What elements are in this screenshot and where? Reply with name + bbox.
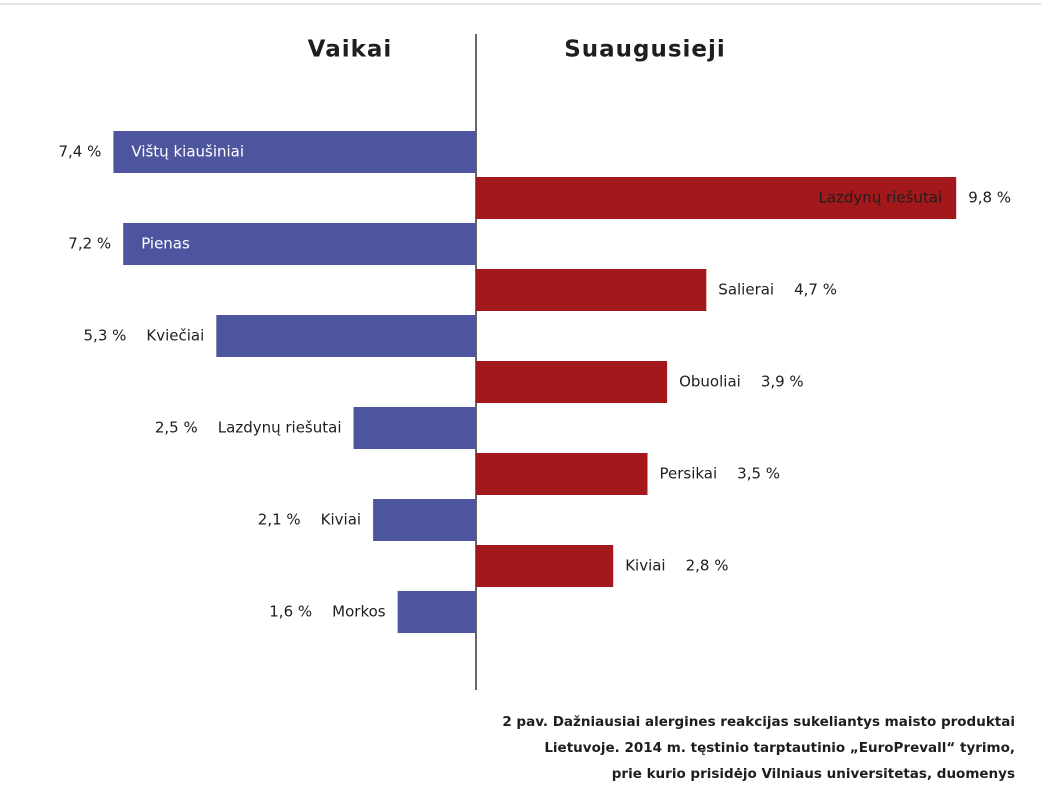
category-label: Kiviai bbox=[625, 557, 665, 575]
bar bbox=[476, 269, 707, 311]
bar bbox=[476, 361, 668, 403]
category-label: Vištų kiaušiniai bbox=[131, 143, 244, 161]
value-label: 2,5 % bbox=[155, 419, 198, 437]
bar bbox=[216, 315, 477, 357]
value-label: 9,8 % bbox=[968, 189, 1011, 207]
caption-line: prie kurio prisidėjo Vilniaus universite… bbox=[612, 766, 1015, 782]
category-label: Lazdynų riešutai bbox=[218, 419, 342, 437]
bar bbox=[476, 545, 614, 587]
category-label: Pienas bbox=[141, 235, 190, 253]
value-label: 2,8 % bbox=[686, 557, 729, 575]
value-label: 7,4 % bbox=[59, 143, 102, 161]
value-label: 5,3 % bbox=[84, 327, 127, 345]
value-label: 2,1 % bbox=[258, 511, 301, 529]
bar bbox=[123, 223, 476, 265]
category-label: Persikai bbox=[660, 465, 718, 483]
bar bbox=[476, 453, 648, 495]
value-label: 4,7 % bbox=[794, 281, 837, 299]
category-label: Morkos bbox=[332, 603, 386, 621]
value-label: 3,9 % bbox=[761, 373, 804, 391]
value-label: 7,2 % bbox=[68, 235, 111, 253]
left-title: Vaikai bbox=[308, 37, 393, 63]
caption-line: Lietuvoje. 2014 m. tęstinio tarptautinio… bbox=[544, 740, 1015, 756]
bar bbox=[397, 591, 476, 633]
bar bbox=[353, 407, 476, 449]
caption-line: 2 pav. Dažniausiai alergines reakcijas s… bbox=[502, 714, 1015, 730]
bar bbox=[113, 131, 477, 173]
category-label: Kviečiai bbox=[146, 327, 204, 345]
right-title: Suaugusieji bbox=[564, 37, 726, 63]
category-label: Kiviai bbox=[321, 511, 361, 529]
bar bbox=[373, 499, 476, 541]
category-label: Obuoliai bbox=[679, 373, 741, 391]
category-label: Lazdynų riešutai bbox=[818, 189, 942, 207]
category-label: Salierai bbox=[718, 281, 774, 299]
value-label: 3,5 % bbox=[737, 465, 780, 483]
bar bbox=[476, 177, 957, 219]
value-label: 1,6 % bbox=[269, 603, 312, 621]
